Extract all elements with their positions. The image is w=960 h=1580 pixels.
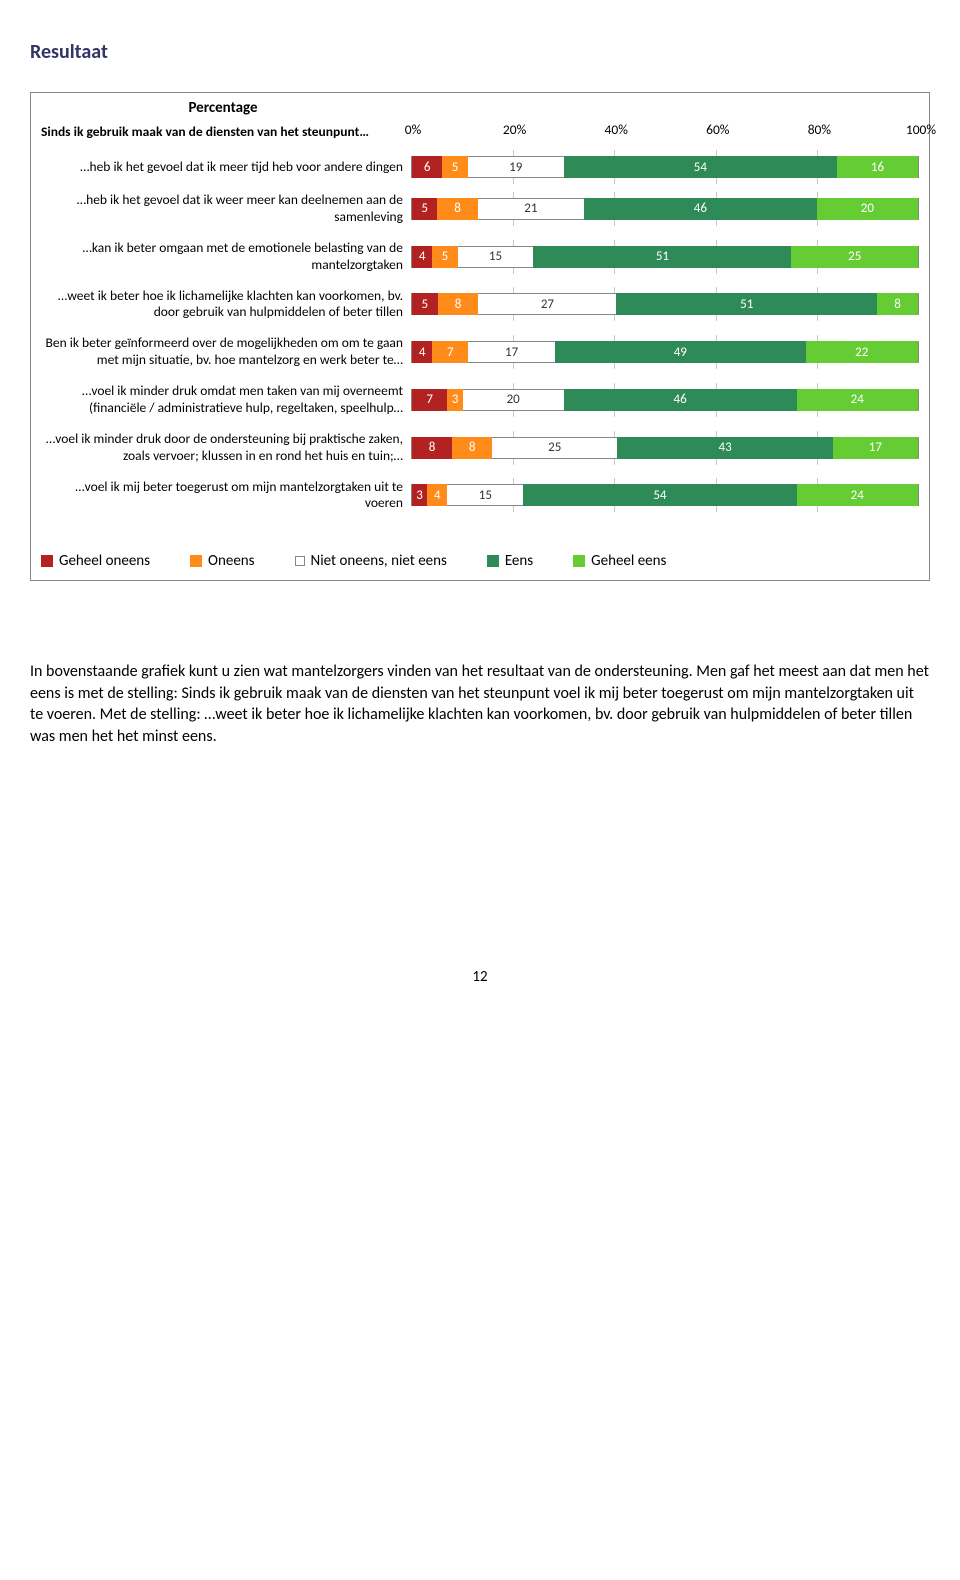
bar-segment: 46 [584,198,817,220]
bar-segment: 54 [523,484,796,506]
legend-swatch [190,555,202,567]
bar-area: 65195416 [411,156,919,178]
body-paragraph: In bovenstaande grafiek kunt u zien wat … [30,661,930,747]
chart-row: …voel ik minder druk door de ondersteuni… [41,431,919,465]
bar-segment: 43 [617,437,832,459]
chart-title: Percentage [41,99,405,117]
bar-segment: 20 [817,198,918,220]
row-label: …voel ik minder druk omdat men taken van… [41,383,411,417]
chart-legend: Geheel oneens Oneens Niet oneens, niet een… [31,530,929,580]
bar-segment: 17 [833,437,918,459]
bar-segment: 8 [438,293,479,315]
bar-stack: 65195416 [412,156,918,178]
legend-label: Geheel oneens [59,552,150,570]
bar-segment: 5 [442,156,467,178]
bar-area: 34155424 [411,484,919,506]
chart-row: Ben ik beter geïnformeerd over de mogeli… [41,335,919,369]
bar-segment: 21 [478,198,584,220]
bar-segment: 15 [458,246,534,268]
bar-segment: 24 [797,389,918,411]
row-label: …kan ik beter omgaan met de emotionele b… [41,240,411,274]
bar-segment: 17 [468,341,555,363]
legend-label: Oneens [208,552,255,570]
legend-swatch [295,556,305,566]
row-label: …heb ik het gevoel dat ik weer meer kan … [41,192,411,226]
page-number: 12 [30,968,930,986]
bar-stack: 47174922 [412,341,918,363]
bar-segment: 22 [806,341,918,363]
row-label: Ben ik beter geïnformeerd over de mogeli… [41,335,411,369]
bar-segment: 4 [412,341,432,363]
bar-segment: 8 [437,198,477,220]
bar-area: 45155125 [411,246,919,268]
legend-item: Eens [487,552,533,570]
bar-segment: 51 [616,293,877,315]
bar-segment: 19 [468,156,564,178]
legend-item: Geheel oneens [41,552,150,570]
row-label: …voel ik minder druk door de ondersteuni… [41,431,411,465]
bar-segment: 51 [533,246,791,268]
bar-stack: 34155424 [412,484,918,506]
bar-segment: 8 [412,437,452,459]
bar-segment: 7 [412,389,447,411]
chart-row: …kan ik beter omgaan met de emotionele b… [41,240,919,274]
row-label: …voel ik mij beter toegerust om mijn man… [41,479,411,513]
legend-label: Geheel eens [591,552,666,570]
legend-label: Niet oneens, niet eens [311,552,447,570]
bar-segment: 49 [555,341,805,363]
bar-segment: 3 [447,389,462,411]
bar-segment: 16 [837,156,918,178]
bar-stack: 88254317 [412,437,918,459]
chart-rows: …heb ik het gevoel dat ik meer tijd heb … [31,156,929,530]
chart-row: …voel ik mij beter toegerust om mijn man… [41,479,919,513]
chart-row: …weet ik beter hoe ik lichamelijke klach… [41,288,919,322]
bar-segment: 25 [791,246,918,268]
bar-segment: 27 [478,293,616,315]
bar-area: 88254317 [411,437,919,459]
bar-area: 58214620 [411,198,919,220]
bar-segment: 4 [427,484,447,506]
legend-swatch [487,555,499,567]
bar-segment: 20 [463,389,564,411]
bar-segment: 25 [492,437,617,459]
bar-segment: 8 [452,437,492,459]
bar-segment: 54 [564,156,837,178]
row-label: …weet ik beter hoe ik lichamelijke klach… [41,288,411,322]
bar-stack: 73204624 [412,389,918,411]
bar-stack: 58214620 [412,198,918,220]
legend-item: Niet oneens, niet eens [295,552,447,570]
chart-container: Percentage Sinds ik gebruik maak van de … [30,92,930,581]
legend-item: Oneens [190,552,255,570]
bar-segment: 5 [412,293,438,315]
bar-area: 73204624 [411,389,919,411]
bar-area: 47174922 [411,341,919,363]
chart-header: Percentage Sinds ik gebruik maak van de … [31,93,929,148]
bar-segment: 6 [412,156,442,178]
row-label: …heb ik het gevoel dat ik meer tijd heb … [41,159,411,176]
bar-area: 5827518 [411,293,919,315]
bar-segment: 5 [412,198,437,220]
legend-item: Geheel eens [573,552,666,570]
legend-swatch [573,555,585,567]
page-title: Resultaat [30,40,930,64]
bar-segment: 8 [877,293,918,315]
legend-swatch [41,555,53,567]
bar-segment: 24 [797,484,918,506]
bar-segment: 4 [412,246,432,268]
chart-row: …heb ik het gevoel dat ik meer tijd heb … [41,156,919,178]
bar-segment: 5 [432,246,457,268]
chart-subtitle: Sinds ik gebruik maak van de diensten va… [41,123,405,140]
bar-segment: 46 [564,389,797,411]
bar-stack: 45155125 [412,246,918,268]
chart-row: …voel ik minder druk omdat men taken van… [41,383,919,417]
legend-label: Eens [505,552,533,570]
chart-row: …heb ik het gevoel dat ik weer meer kan … [41,192,919,226]
bar-segment: 3 [412,484,427,506]
bar-stack: 5827518 [412,293,918,315]
bar-segment: 15 [447,484,523,506]
chart-x-axis: 0%20%40%60%80%100% [411,99,919,140]
bar-segment: 7 [432,341,468,363]
